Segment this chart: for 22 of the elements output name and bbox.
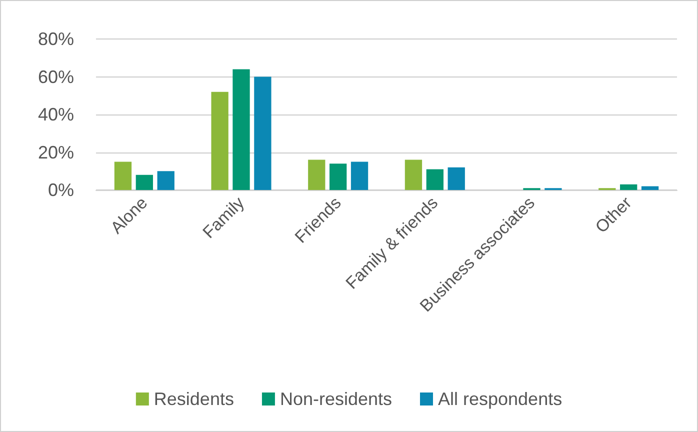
bar [211,92,228,190]
bar [330,164,347,190]
bar [308,160,326,190]
y-tick-label: 20% [38,142,74,162]
legend-label: Residents [154,389,234,409]
bar [620,184,638,190]
bar [350,162,368,190]
bar [404,160,422,190]
bar [448,167,465,190]
y-tick-label: 0% [48,180,74,200]
bar [136,174,153,190]
bar [232,69,250,190]
legend-label: Non-residents [280,389,392,409]
bar [254,76,272,190]
y-tick-label: 60% [38,66,74,87]
y-tick-label: 40% [38,104,74,124]
bar [114,162,132,190]
y-tick-label: 80% [38,29,74,49]
legend-label: All respondents [438,389,562,409]
bar [426,169,444,190]
bar [641,186,659,190]
bar [157,171,174,190]
